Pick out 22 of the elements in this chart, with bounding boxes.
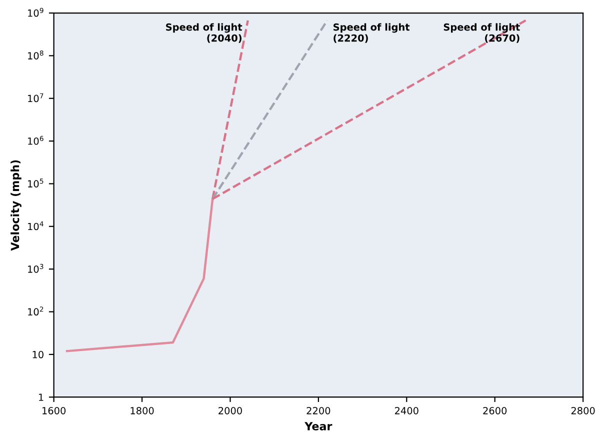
x-tick-label: 2800 (571, 407, 595, 414)
y-tick-label: 10$^{3}$ (28, 264, 44, 273)
y-tick-label: 10$^{4}$ (28, 221, 44, 230)
y-tick-label: 10$^{5}$ (28, 178, 44, 188)
y-axis-title: Velocity (mph) (10, 160, 22, 251)
y-tick-label: 10$^{2}$ (28, 306, 44, 316)
x-tick-label: 1600 (42, 407, 66, 414)
x-axis-title: Year (304, 422, 332, 430)
y-tick-label: 10 (32, 350, 44, 358)
y-tick-label: 10$^{9}$ (28, 8, 44, 17)
y-tick-label: 10$^{6}$ (28, 136, 44, 145)
y-tick-label: 10$^{7}$ (28, 93, 44, 102)
x-tick-label: 1800 (130, 407, 154, 414)
x-tick-label: 2000 (218, 407, 242, 414)
x-tick-label: 2200 (306, 407, 330, 414)
x-tick-label: 2600 (483, 407, 507, 414)
x-tick-label: 2400 (394, 407, 418, 414)
annotation: Speed of light (2040) (166, 23, 242, 43)
annotation: Speed of light (2670) (444, 23, 520, 43)
annotation: Speed of light (2220) (334, 23, 410, 43)
y-tick-label: 10$^{8}$ (28, 50, 44, 60)
y-tick-label: 1 (38, 394, 44, 401)
